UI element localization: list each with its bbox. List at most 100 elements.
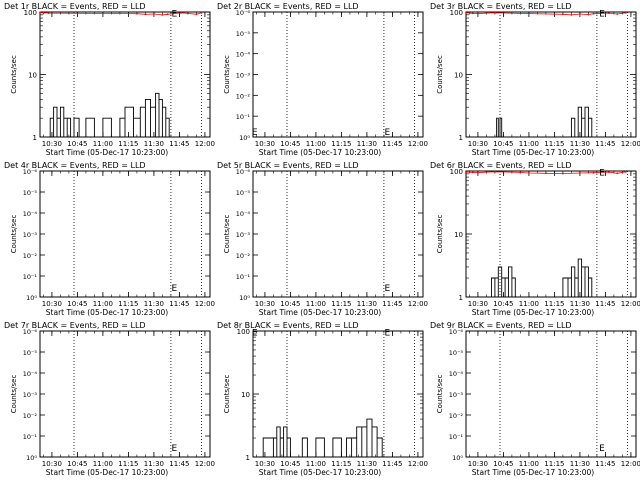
events-series-line	[49, 92, 170, 138]
y-tick-label: 10⁰	[239, 294, 250, 302]
x-tick-label: 11:00	[306, 460, 326, 468]
y-tick-label: 10⁰	[26, 294, 37, 302]
x-tick-label: 11:15	[118, 300, 138, 308]
x-tick-label: 11:00	[93, 140, 113, 148]
y-tick-label: 10⁻²	[236, 92, 251, 100]
y-tick-label: 10⁻³	[449, 391, 464, 399]
panel-title: Det 5r BLACK = Events, RED = LLD	[217, 161, 359, 170]
panel-title: Det 1r BLACK = Events, RED = LLD	[4, 2, 146, 11]
x-tick-label: 10:30	[468, 140, 488, 148]
x-tick-label: 11:30	[144, 460, 164, 468]
x-tick-label: 11:45	[595, 300, 615, 308]
panel-title: Det 7r BLACK = Events, RED = LLD	[4, 321, 146, 330]
x-tick-label: 12:00	[195, 300, 215, 308]
y-tick-label: 10	[454, 231, 463, 239]
x-tick-label: 10:30	[42, 300, 62, 308]
x-axis-label: Start Time (05-Dec-17 10:23:00)	[259, 148, 381, 157]
x-tick-label: 12:00	[408, 300, 428, 308]
x-tick-label: 11:00	[306, 300, 326, 308]
panel-title: Det 3r BLACK = Events, RED = LLD	[430, 2, 572, 11]
x-tick-label: 11:00	[519, 300, 539, 308]
e-marker: E	[384, 329, 390, 339]
plot-frame	[39, 330, 211, 458]
x-tick-label: 10:30	[42, 460, 62, 468]
x-tick-label: 11:30	[357, 140, 377, 148]
lld-point	[616, 172, 619, 175]
y-tick-label: 10⁻³	[23, 231, 38, 239]
x-tick-label: 10:45	[67, 140, 87, 148]
x-tick-label: 11:45	[382, 300, 402, 308]
y-tick-label: 10⁻³	[23, 391, 38, 399]
lld-point	[494, 170, 496, 173]
lld-point	[624, 11, 627, 14]
panel-det-5: Det 5r BLACK = Events, RED = LLD 10:30 10:…	[217, 161, 428, 317]
lld-point	[485, 171, 488, 174]
lld-point	[161, 13, 164, 16]
y-tick-label: 10⁻²	[236, 252, 251, 260]
lld-point	[545, 172, 547, 175]
panel-title: Det 9r BLACK = Events, RED = LLD	[430, 321, 572, 330]
panel-det-4: Det 4r BLACK = Events, RED = LLD 10:30 10:…	[4, 161, 215, 317]
x-tick-label: 11:00	[519, 140, 539, 148]
lld-point	[195, 13, 198, 16]
lld-point	[200, 11, 203, 14]
lld-point	[607, 12, 610, 15]
x-tick-label: 10:30	[255, 300, 275, 308]
e-marker: E	[599, 444, 605, 454]
lld-point	[39, 11, 41, 14]
y-tick-label: 10⁻³	[236, 231, 251, 239]
y-tick-label: 10⁻²	[23, 252, 38, 260]
y-tick-label: 1	[33, 134, 37, 142]
x-tick-label: 10:30	[255, 460, 275, 468]
x-axis-label: Start Time (05-Dec-17 10:23:00)	[46, 468, 168, 477]
x-tick-label: 11:45	[382, 140, 402, 148]
y-tick-label: 10⁻²	[23, 412, 38, 420]
x-tick-label: 11:30	[144, 140, 164, 148]
x-tick-label: 11:15	[118, 140, 138, 148]
y-tick-label: 10⁻³	[236, 72, 251, 80]
e-marker: E	[599, 169, 605, 179]
x-tick-label: 12:00	[408, 460, 428, 468]
panel-title: Det 6r BLACK = Events, RED = LLD	[430, 161, 572, 170]
lld-point	[592, 12, 595, 15]
plot-frame	[252, 170, 424, 298]
lld-point	[570, 13, 573, 16]
y-tick-label: 10⁻¹	[449, 433, 464, 441]
x-axis-label: Start Time (05-Dec-17 10:23:00)	[259, 468, 381, 477]
e-marker: E	[171, 284, 177, 294]
lld-point	[616, 13, 619, 15]
x-tick-label: 10:30	[255, 140, 275, 148]
y-tick-label: 10	[28, 72, 37, 80]
y-tick-label: 10⁻⁴	[449, 370, 464, 378]
lld-point	[180, 11, 183, 14]
y-tick-label: 10	[241, 391, 250, 399]
lld-point	[42, 11, 45, 14]
e-marker: E	[252, 128, 258, 138]
x-tick-label: 11:15	[331, 300, 351, 308]
lld-point	[471, 171, 474, 174]
lld-point	[136, 12, 138, 15]
x-tick-label: 11:45	[382, 460, 402, 468]
y-axis-label: Counts/sec	[10, 55, 18, 94]
y-axis-label: Counts/sec	[436, 55, 444, 94]
x-tick-label: 11:45	[595, 140, 615, 148]
x-axis-label: Start Time (05-Dec-17 10:23:00)	[472, 148, 594, 157]
y-axis-label: Counts/sec	[436, 375, 444, 414]
y-tick-label: 10	[454, 72, 463, 80]
lld-point	[471, 12, 474, 15]
y-tick-label: 10⁻¹	[23, 273, 38, 281]
y-axis-label: Counts/sec	[10, 375, 18, 414]
x-tick-label: 10:45	[280, 300, 300, 308]
lld-series-line	[465, 171, 626, 175]
y-tick-label: 10⁰	[239, 134, 250, 142]
x-tick-label: 10:45	[67, 300, 87, 308]
y-tick-label: 100	[24, 9, 37, 17]
x-tick-label: 11:30	[357, 460, 377, 468]
x-axis-label: Start Time (05-Dec-17 10:23:00)	[46, 148, 168, 157]
e-marker: E	[384, 128, 390, 138]
x-tick-label: 12:00	[408, 140, 428, 148]
panel-det-6: Det 6r BLACK = Events, RED = LLD 10:30 10:…	[430, 161, 640, 317]
x-tick-label: 11:15	[544, 140, 564, 148]
x-tick-label: 10:45	[493, 460, 513, 468]
